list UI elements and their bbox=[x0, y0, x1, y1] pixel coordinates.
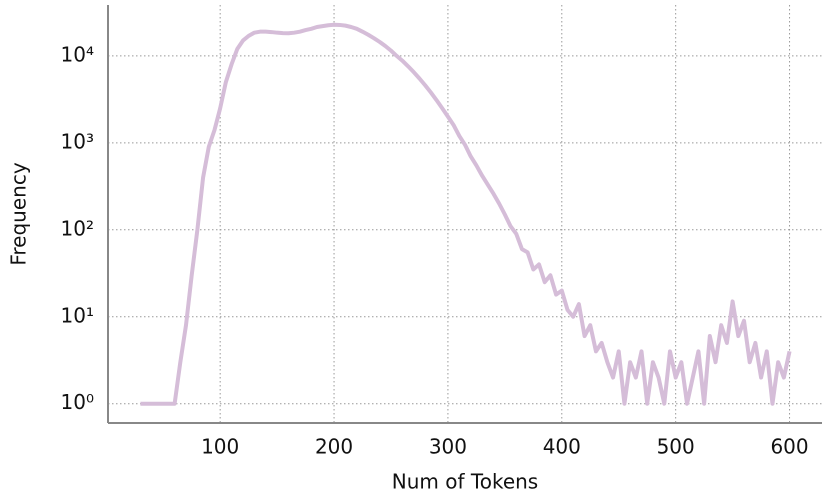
x-tick-label: 200 bbox=[315, 435, 353, 459]
x-tick-label: 600 bbox=[770, 435, 808, 459]
y-axis-label: Frequency bbox=[7, 162, 31, 265]
x-tick-label: 500 bbox=[657, 435, 695, 459]
x-tick-label: 400 bbox=[543, 435, 581, 459]
data-line bbox=[140, 22, 792, 406]
x-axis-label: Num of Tokens bbox=[392, 470, 538, 494]
y-tick-label: 10⁰ bbox=[61, 390, 94, 414]
x-tick-label: 100 bbox=[201, 435, 239, 459]
y-tick-label: 10² bbox=[61, 216, 94, 240]
x-tick-label: 300 bbox=[429, 435, 467, 459]
y-tick-label: 10¹ bbox=[61, 303, 94, 327]
y-tick-label: 10⁴ bbox=[61, 42, 94, 66]
y-tick-label: 10³ bbox=[61, 129, 94, 153]
